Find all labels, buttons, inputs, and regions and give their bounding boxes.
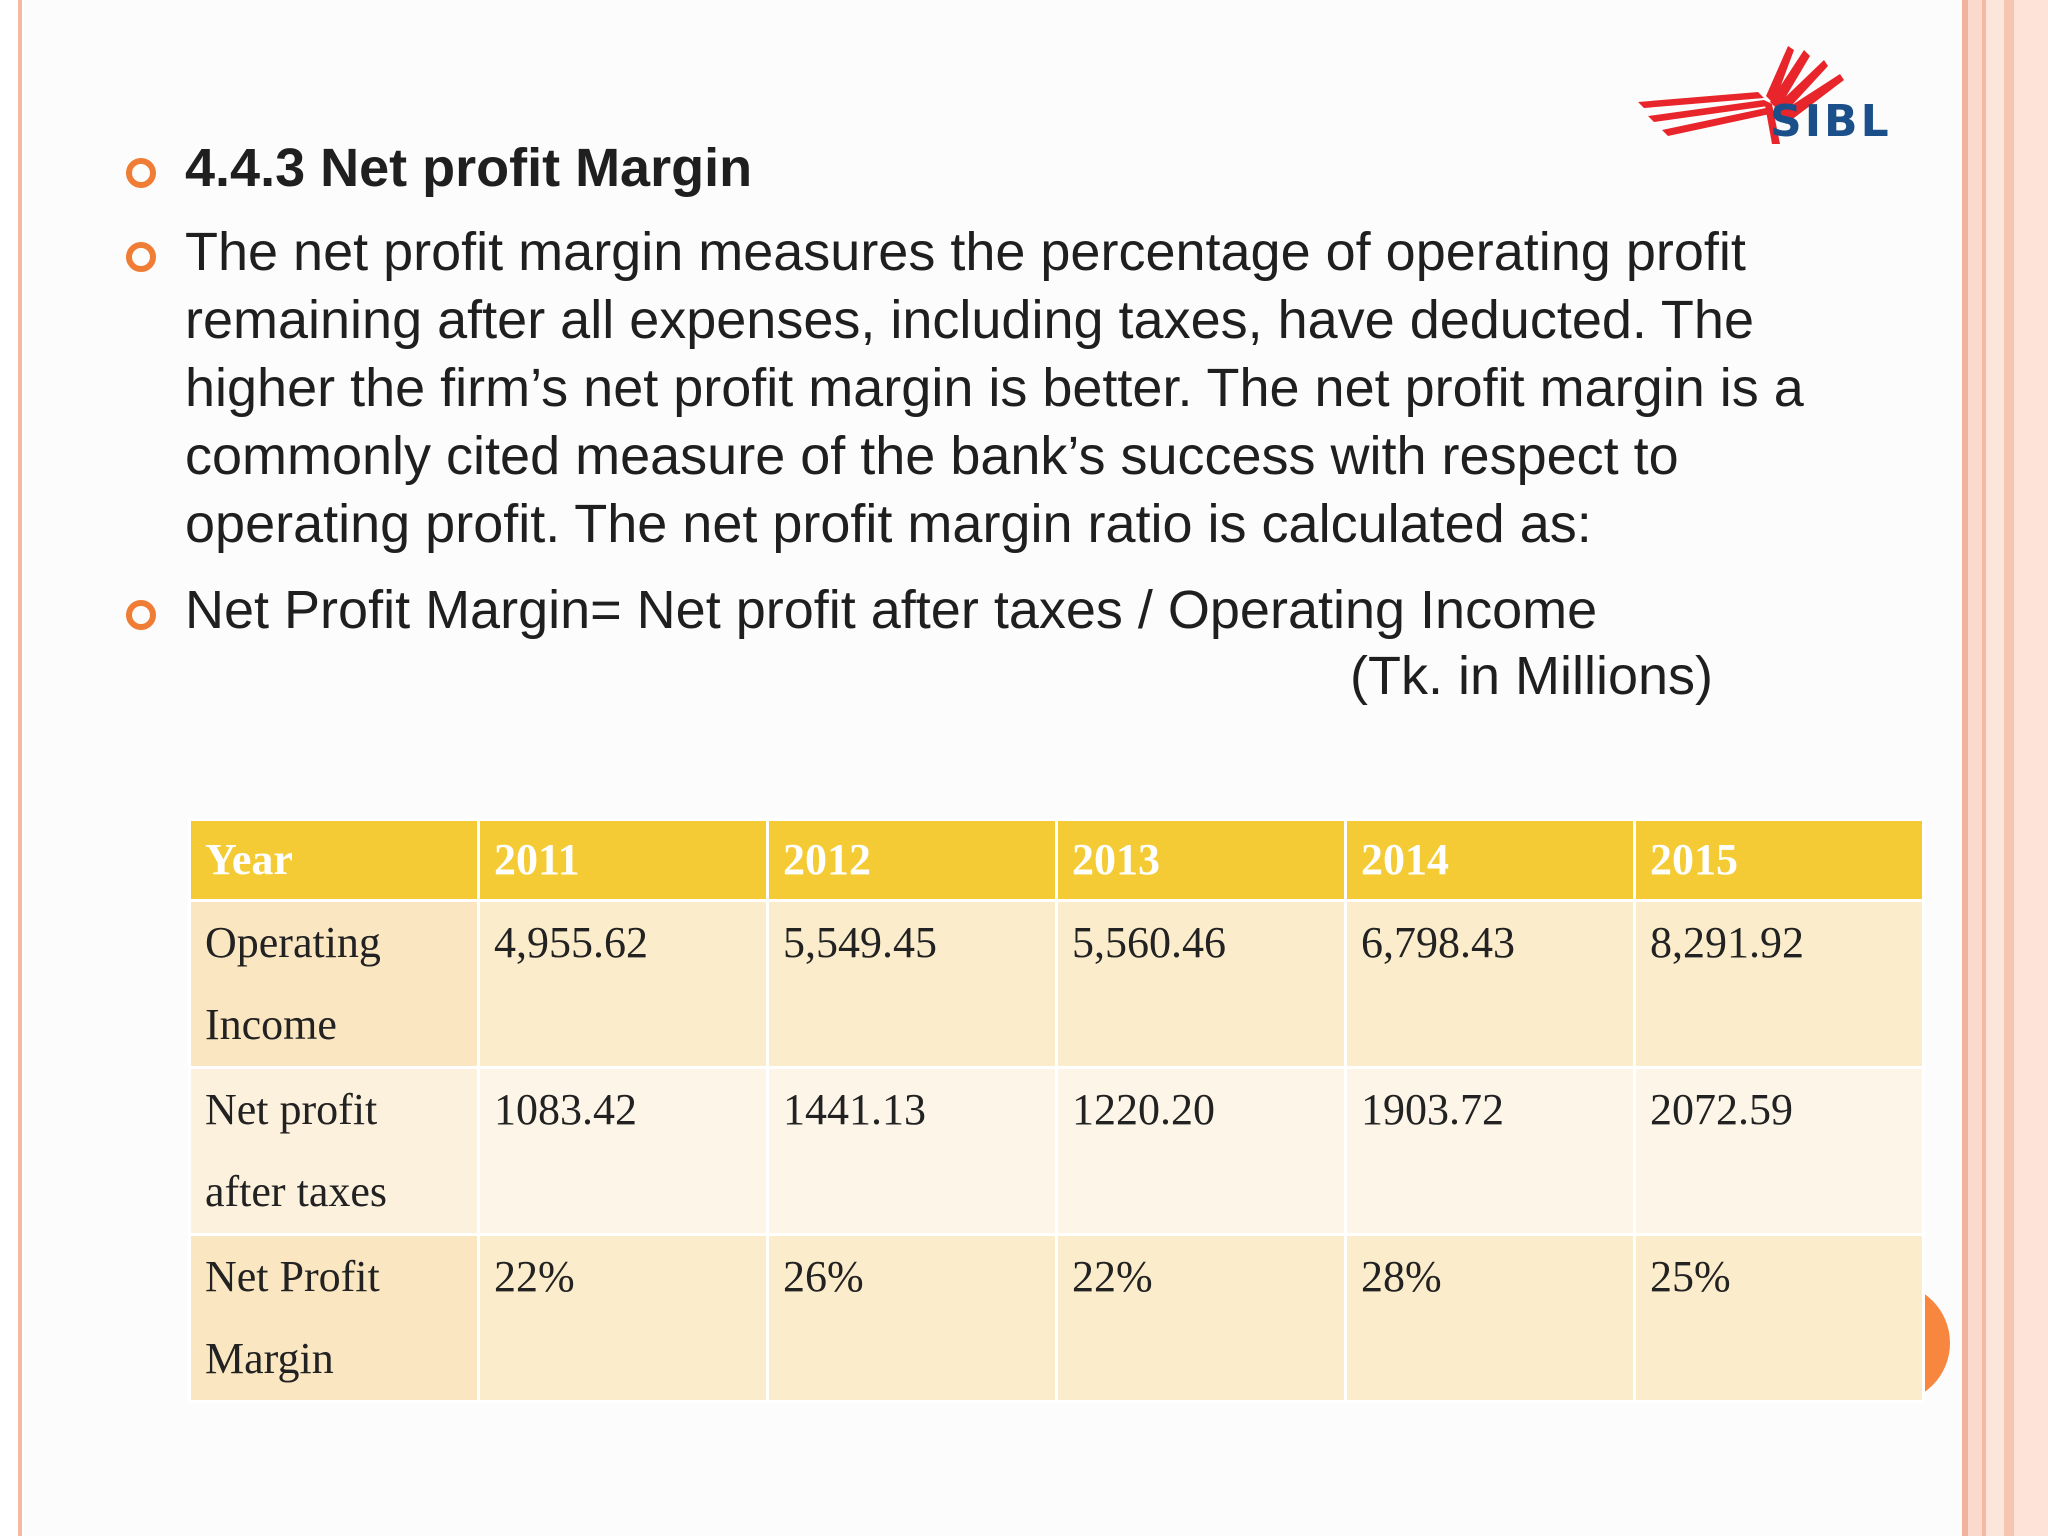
table-cell: 5,549.45	[766, 899, 1058, 1069]
table-row: Net Profit Margin 22% 26% 22% 28% 25%	[188, 1233, 1925, 1403]
table-cell: 6,798.43	[1344, 899, 1636, 1069]
table-cell: 1903.72	[1344, 1066, 1636, 1236]
table-header-cell: 2011	[477, 818, 769, 902]
bullet-circle-icon	[126, 242, 156, 272]
right-border-stripe	[1962, 0, 1968, 1536]
row-label: after taxes	[205, 1167, 387, 1216]
table-header-cell: 2015	[1633, 818, 1925, 902]
description-paragraph: The net profit margin measures the perce…	[185, 222, 1804, 554]
net-profit-margin-table: Year 2011 2012 2013 2014 2015 Operating I…	[188, 818, 1925, 1403]
table-cell: 5,560.46	[1055, 899, 1347, 1069]
right-border-stripe	[2014, 0, 2048, 1536]
bullet-circle-icon	[126, 158, 156, 188]
table-header-cell: Year	[188, 818, 480, 902]
formula-text: Net Profit Margin= Net profit after taxe…	[185, 580, 1598, 640]
right-border-stripe	[1968, 0, 1982, 1536]
units-note: (Tk. in Millions)	[1350, 646, 1714, 706]
table-cell: 2072.59	[1633, 1066, 1925, 1236]
left-border-line	[18, 0, 22, 1536]
right-border-stripe	[1982, 0, 1986, 1536]
table-cell: 8,291.92	[1633, 899, 1925, 1069]
bullet-circle-icon	[126, 600, 156, 630]
right-border-stripe	[1986, 0, 2004, 1536]
table-cell: 22%	[1055, 1233, 1347, 1403]
table-row: Operating Income 4,955.62 5,549.45 5,560.…	[188, 899, 1925, 1069]
table-cell: 1220.20	[1055, 1066, 1347, 1236]
table-cell: 1083.42	[477, 1066, 769, 1236]
row-label: Net Profit	[205, 1252, 380, 1301]
right-border-stripe	[2004, 0, 2014, 1536]
table-header-cell: 2013	[1055, 818, 1347, 902]
row-label: Income	[205, 1000, 337, 1049]
row-label-cell: Operating Income	[188, 899, 480, 1069]
row-label: Margin	[205, 1334, 334, 1383]
row-label: Net profit	[205, 1085, 378, 1134]
table-cell: 1441.13	[766, 1066, 1058, 1236]
sibl-logo	[1638, 46, 1844, 144]
table-header-cell: 2012	[766, 818, 1058, 902]
table-cell: 4,955.62	[477, 899, 769, 1069]
table-cell: 22%	[477, 1233, 769, 1403]
table-row: Net profit after taxes 1083.42 1441.13 12…	[188, 1066, 1925, 1236]
logo-text: SIBL	[1770, 96, 1892, 147]
section-heading: 4.4.3 Net profit Margin	[185, 138, 753, 198]
table-header-cell: 2014	[1344, 818, 1636, 902]
table-cell: 26%	[766, 1233, 1058, 1403]
row-label-cell: Net Profit Margin	[188, 1233, 480, 1403]
row-label-cell: Net profit after taxes	[188, 1066, 480, 1236]
row-label: Operating	[205, 918, 381, 967]
table-cell: 28%	[1344, 1233, 1636, 1403]
table-header-row: Year 2011 2012 2013 2014 2015	[188, 818, 1925, 902]
table-cell: 25%	[1633, 1233, 1925, 1403]
